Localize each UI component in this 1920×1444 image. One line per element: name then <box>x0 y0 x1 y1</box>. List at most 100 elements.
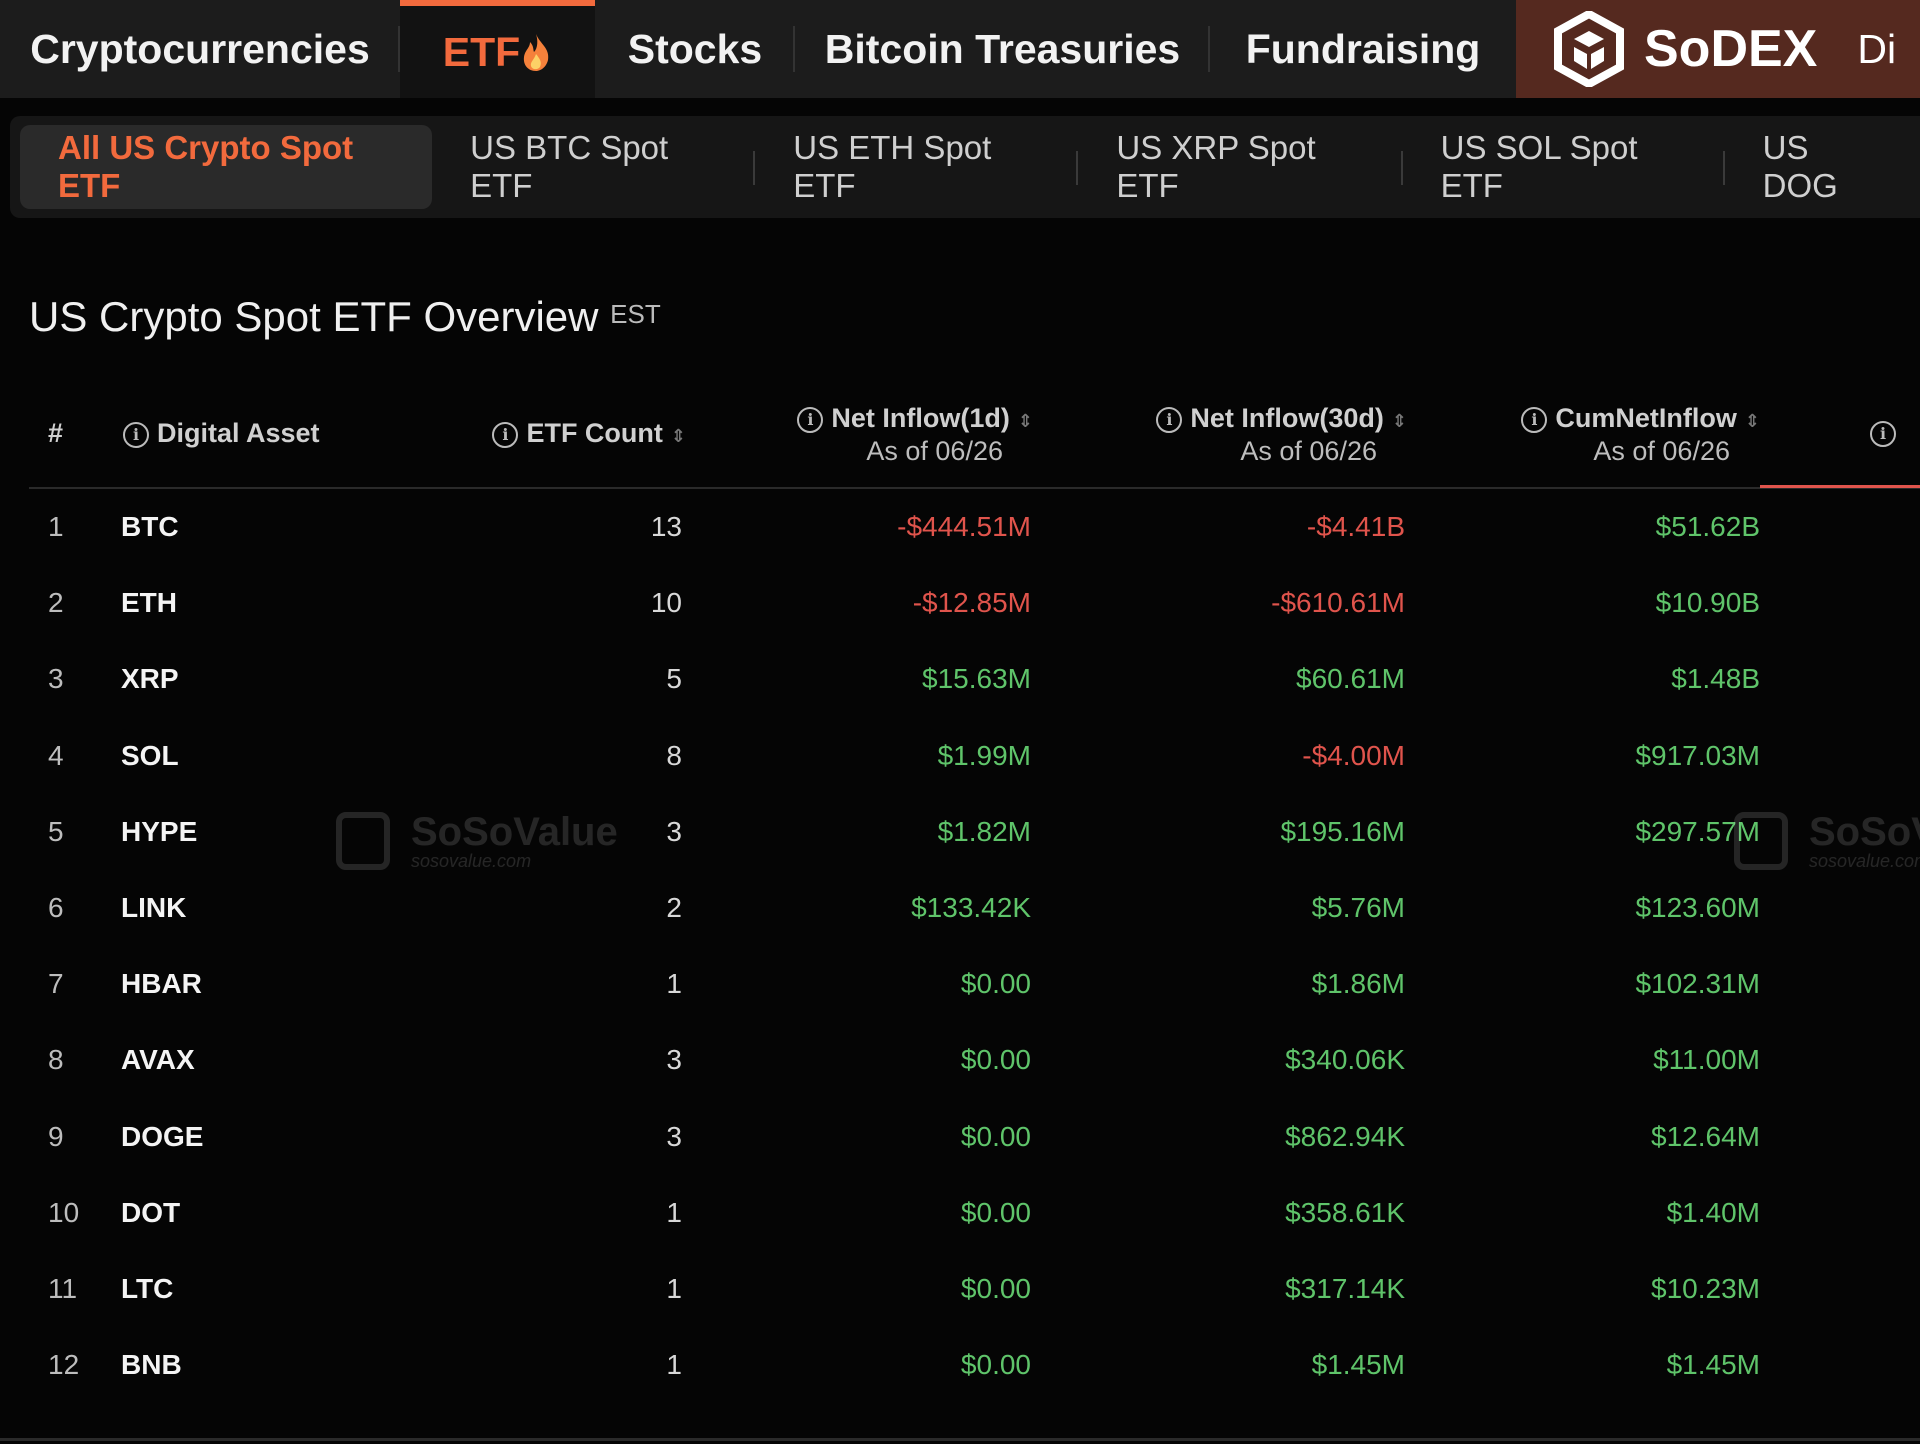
sub-tab-active[interactable]: All US Crypto Spot ETF <box>20 125 433 209</box>
sort-icon[interactable]: ⇕ <box>1017 411 1033 431</box>
table-cell: $0.00 <box>960 968 1031 1000</box>
watermark-url: sosovalue.com <box>411 851 532 871</box>
table-cell: 1 <box>666 1196 682 1228</box>
table-cell: -$444.51M <box>897 511 1031 542</box>
header-label: Net Inflow(1d) <box>831 403 1010 433</box>
table-cell: 3 <box>48 663 64 695</box>
header-cell: # <box>48 418 64 448</box>
watermark-name: SoSoValue <box>1809 810 1920 854</box>
table-cell: $862.94K <box>1285 1120 1405 1152</box>
table-cell: -$4.00M <box>1302 739 1405 771</box>
nav-tab-label: ETF <box>442 28 521 75</box>
sort-icon[interactable]: ⇕ <box>1391 411 1407 431</box>
nav-tab[interactable]: Cryptocurrencies <box>0 0 400 98</box>
header-sub: As of 06/26 <box>1240 436 1377 466</box>
info-icon: i <box>492 421 519 448</box>
table-cell: 9 <box>48 1120 64 1152</box>
table-cell: 7 <box>48 968 64 1000</box>
asset-name: DOGE <box>121 1120 204 1152</box>
asset-name: HYPE <box>121 815 198 847</box>
nav-tab[interactable]: Bitcoin Treasuries <box>795 0 1210 98</box>
watermark-logo <box>336 812 390 870</box>
table-cell: $340.06K <box>1285 1044 1405 1076</box>
table-cell: 12 <box>48 1349 80 1381</box>
table-cell: 10 <box>650 587 682 619</box>
table-cell: $917.03M <box>1635 739 1760 771</box>
table-cell: -$4.41B <box>1306 511 1405 542</box>
table-cell: $5.76M <box>1311 892 1405 923</box>
section-title: US Crypto Spot ETF Overview EST <box>29 293 661 341</box>
info-icon: i <box>1870 421 1904 447</box>
header-label: Net Inflow(30d) <box>1190 403 1384 433</box>
table-cell: $133.42K <box>911 892 1031 923</box>
asset-name: AVAX <box>121 1044 195 1076</box>
header-label: ETF Count <box>526 418 663 448</box>
watermark-logo <box>1734 812 1788 870</box>
sort-indicator <box>1760 485 1920 488</box>
asset-name: HBAR <box>121 968 202 1000</box>
watermark-url: sosovalue.com <box>1809 851 1920 871</box>
table-cell: $123.60M <box>1635 892 1760 923</box>
table-cell: $102.31M <box>1635 968 1760 1000</box>
table-cell: 3 <box>666 815 682 847</box>
info-icon: i <box>1521 406 1548 433</box>
header-line: i Net Inflow(1d) ⇕ <box>797 403 1033 434</box>
sub-tab[interactable]: US ETH Spot ETF <box>755 125 1079 209</box>
table-cell: $0.00 <box>960 1196 1031 1228</box>
header-cell: i Net Inflow(1d) ⇕ As of 06/26 <box>797 403 1033 467</box>
table-cell: $12.64M <box>1651 1120 1760 1152</box>
asset-name: BTC <box>121 511 179 542</box>
sub-tab[interactable]: US XRP Spot ETF <box>1078 125 1403 209</box>
table-cell: $1.48B <box>1671 663 1760 695</box>
brand-logo <box>1554 11 1624 87</box>
table-cell: 6 <box>48 892 64 923</box>
table-cell: 2 <box>666 892 682 923</box>
table-cell: $60.61M <box>1296 663 1405 695</box>
table-cell: $15.63M <box>922 663 1031 695</box>
table-cell: 5 <box>48 815 64 847</box>
header-cell: i Net Inflow(30d) ⇕ As of 06/26 <box>1156 403 1407 467</box>
header-line: i ETF Count ⇕ <box>492 418 686 449</box>
table-cell: 8 <box>48 1044 64 1076</box>
nav-tab-active[interactable]: ETF <box>400 0 595 98</box>
sub-tab[interactable]: US DOG <box>1762 129 1838 204</box>
table-cell: $1.45M <box>1666 1349 1760 1381</box>
sub-tab[interactable]: US SOL Spot ETF <box>1403 125 1725 209</box>
sub-tab[interactable]: US BTC Spot ETF <box>432 125 756 209</box>
table-cell: 1 <box>666 968 682 1000</box>
nav-tab[interactable]: Fundraising <box>1245 25 1481 72</box>
header-sub: As of 06/26 <box>1593 436 1730 466</box>
asset-name: XRP <box>121 663 179 695</box>
sort-icon[interactable]: ⇕ <box>670 426 686 446</box>
nav-tab[interactable]: Stocks <box>595 0 795 98</box>
table-cell: $0.00 <box>960 1349 1031 1381</box>
info-icon: i <box>797 406 824 433</box>
sort-icon[interactable]: ⇕ <box>1744 411 1760 431</box>
table-cell: 13 <box>650 511 682 542</box>
table-cell: 8 <box>666 739 682 771</box>
table-cell: $1.45M <box>1311 1349 1405 1381</box>
top-nav: Cryptocurrencies ETF Stocks Bitcoin Trea… <box>0 0 1920 98</box>
title: US Crypto Spot ETF Overview <box>29 293 599 340</box>
brand-banner[interactable]: SoDEX Di <box>1516 0 1920 98</box>
table-cell: 3 <box>666 1044 682 1076</box>
table-cell: $11.00M <box>1653 1044 1760 1076</box>
table-cell: -$610.61M <box>1271 587 1405 619</box>
fire-icon <box>524 34 549 71</box>
table-cell: $1.40M <box>1666 1196 1760 1228</box>
brand-name: SoDEX <box>1644 20 1818 78</box>
sub-tabs: All US Crypto Spot ETF US BTC Spot ETF US … <box>10 116 1920 218</box>
table-cell: 1 <box>666 1273 682 1304</box>
header-line: i Net Inflow(30d) ⇕ <box>1156 403 1407 434</box>
table-cell: $51.62B <box>1655 511 1760 542</box>
asset-name: DOT <box>121 1196 181 1228</box>
asset-name: ETH <box>121 587 177 619</box>
header-line: i CumNetInflow ⇕ <box>1521 403 1760 434</box>
info-icon: i <box>123 421 149 448</box>
table-cell: 1 <box>48 511 64 542</box>
table-cell: $195.16M <box>1280 815 1405 847</box>
table-cell: $0.00 <box>960 1044 1031 1076</box>
table-cell: 5 <box>666 663 682 695</box>
